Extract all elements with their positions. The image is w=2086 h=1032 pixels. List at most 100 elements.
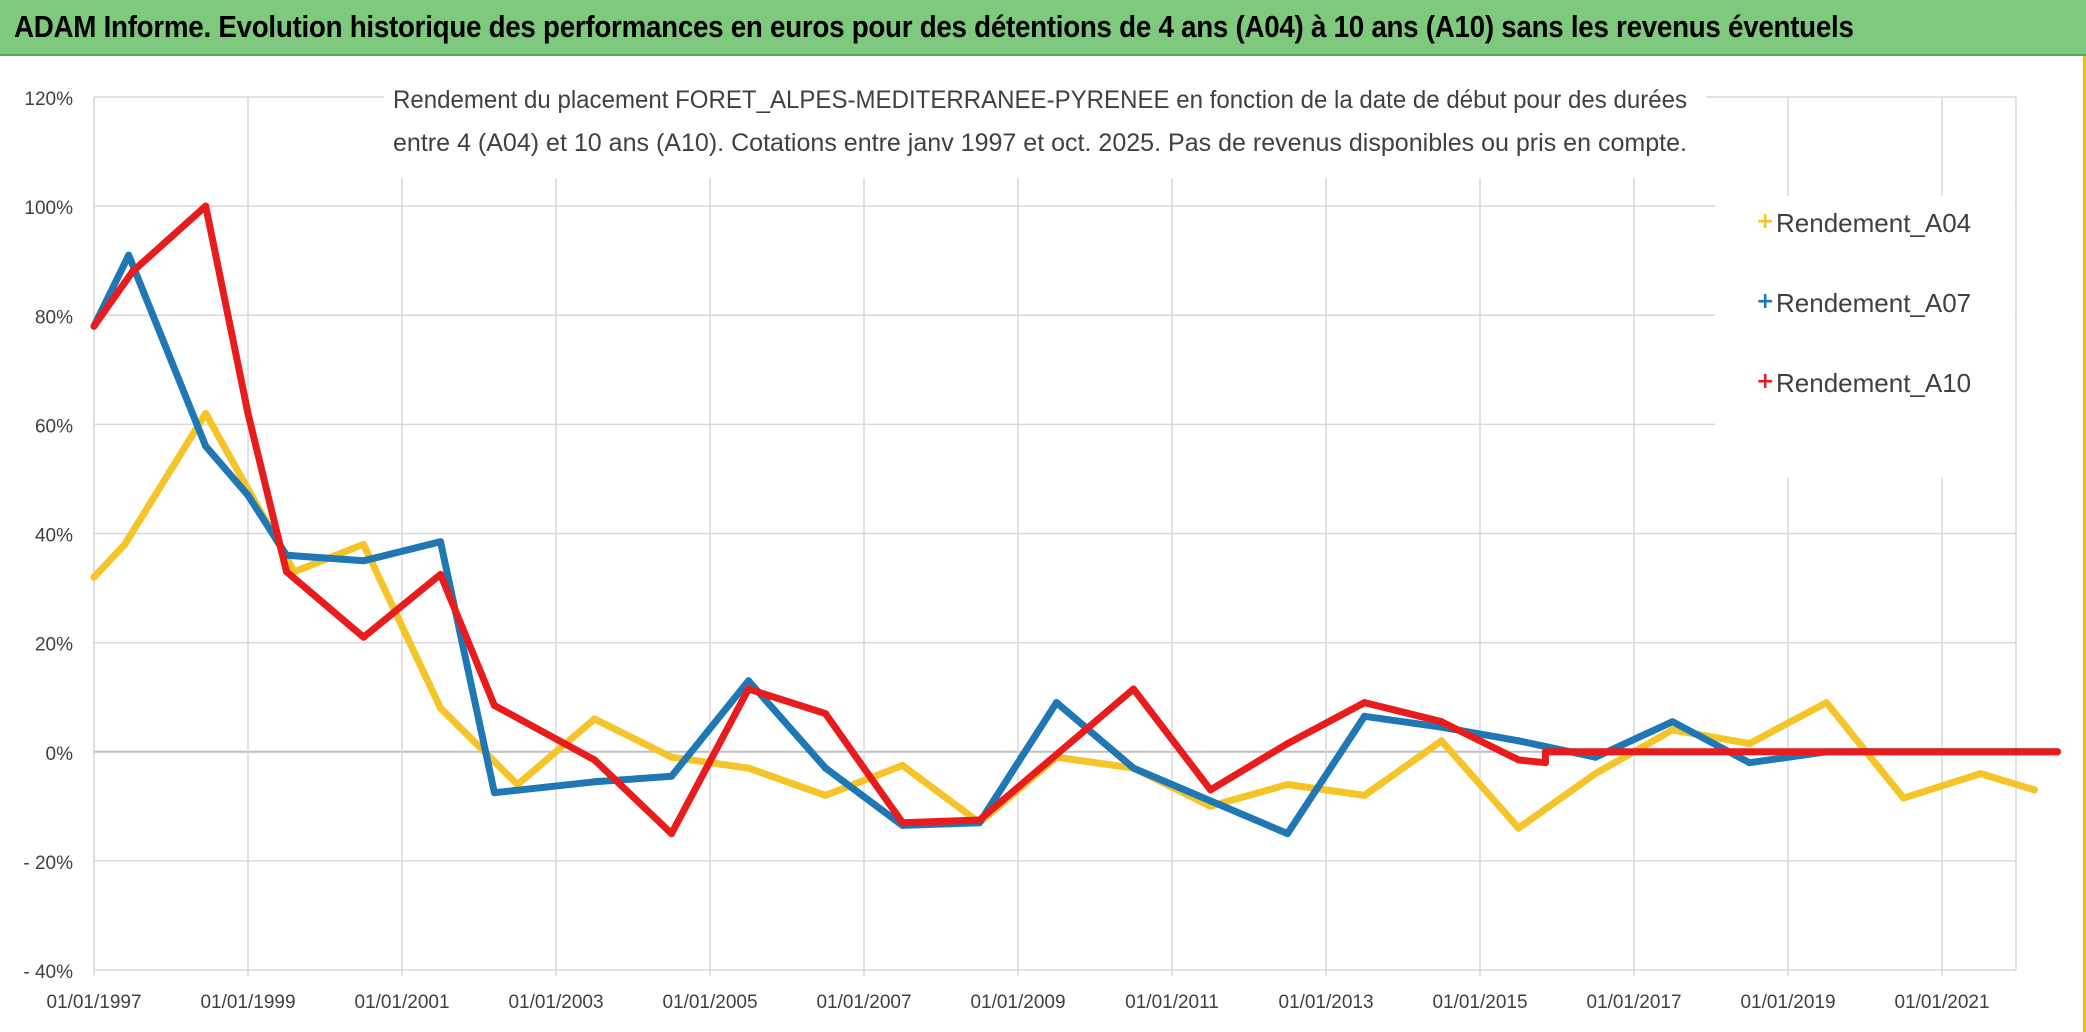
- data-point-a10-13: [976, 816, 983, 824]
- x-tick-label-1: 01/01/1999: [200, 992, 295, 1013]
- data-point-a10-6: [437, 570, 444, 578]
- data-point-a04-10: [822, 791, 829, 799]
- data-point-a04-11: [899, 761, 906, 769]
- data-point-a10-21: [1541, 759, 1549, 767]
- data-point-a04-2: [202, 410, 210, 417]
- x-tick-label-9: 01/01/2015: [1432, 992, 1527, 1013]
- data-point-a04-9: [745, 764, 752, 772]
- data-point-a04-20: [1592, 770, 1599, 778]
- data-point-a10-4: [283, 568, 290, 576]
- x-tick-label-2: 01/01/2001: [354, 992, 449, 1013]
- series-layer: [90, 202, 2061, 838]
- data-point-a04-1: [121, 540, 129, 548]
- data-point-a07-5: [360, 557, 367, 565]
- legend-marker-a10: +: [1756, 369, 1774, 394]
- data-point-a10-22: [1541, 748, 1549, 756]
- legend-background: [1715, 196, 2015, 478]
- legend-label-a04: Rendement_A04: [1776, 208, 1971, 238]
- data-point-a07-17: [1284, 830, 1291, 838]
- x-tick-label-6: 01/01/2009: [970, 992, 1065, 1013]
- y-tick-label-3: 60%: [35, 416, 73, 437]
- x-tick-label-5: 01/01/2007: [816, 992, 911, 1013]
- data-point-a10-3: [244, 410, 252, 417]
- banner: ADAM Informe. Evolution historique des p…: [0, 0, 2086, 56]
- legend-item-a10: + Rendement_A10: [1756, 368, 1971, 398]
- data-point-a10-15: [1130, 685, 1137, 693]
- data-point-a10-9: [668, 830, 675, 838]
- legend-marker-a07: +: [1756, 289, 1774, 314]
- data-point-a04-24: [1900, 794, 1907, 802]
- data-point-a10-18: [1361, 699, 1368, 707]
- data-point-a07-21: [1592, 753, 1599, 761]
- chart-title-line-2: entre 4 (A04) et 10 ans (A10). Cotations…: [393, 129, 1687, 157]
- legend-item-a04: + Rendement_A04: [1756, 208, 1971, 238]
- data-point-a04-8: [668, 753, 675, 761]
- line-chart: 120% 100% 80% 60% 40% 20% 0% - 20% - 40% 01/01/19…: [23, 74, 2061, 1013]
- grid-layer: [93, 96, 2017, 976]
- y-tick-label-1: 100%: [24, 198, 73, 219]
- data-point-a10-1: [129, 268, 136, 276]
- data-point-a07-2: [202, 442, 210, 450]
- x-tick-label-12: 01/01/2021: [1894, 992, 1989, 1013]
- legend-label-a07: Rendement_A07: [1776, 288, 1971, 318]
- y-tick-label-0: 120%: [24, 89, 73, 110]
- data-point-a10-17: [1284, 740, 1291, 748]
- banner-title: ADAM Informe. Evolution historique des p…: [14, 9, 1854, 44]
- data-point-a04-19: [1515, 824, 1522, 832]
- data-point-a04-25: [1977, 770, 1984, 778]
- x-tick-label-7: 01/01/2011: [1125, 992, 1219, 1013]
- data-point-a10-19: [1438, 718, 1445, 726]
- data-point-a07-16: [1207, 797, 1214, 805]
- x-tick-label-11: 01/01/2019: [1740, 992, 1835, 1013]
- data-point-a10-7: [490, 701, 498, 709]
- data-point-a07-3: [244, 491, 252, 499]
- data-point-a04-0: [90, 573, 98, 581]
- data-point-a07-10: [745, 677, 752, 685]
- x-tick-label-0: 01/01/1997: [46, 992, 141, 1013]
- data-point-a07-8: [591, 778, 598, 786]
- axis-label-layer: 120% 100% 80% 60% 40% 20% 0% - 20% - 40% 01/01/19…: [23, 89, 1989, 1013]
- data-point-a04-5: [437, 704, 444, 712]
- series-line-a10: [90, 202, 2061, 838]
- x-tick-label-3: 01/01/2003: [508, 992, 603, 1013]
- data-point-a04-22: [1746, 740, 1753, 748]
- x-tick-label-10: 01/01/2017: [1586, 992, 1681, 1013]
- data-point-a10-8: [591, 756, 598, 764]
- data-point-a04-7: [591, 715, 598, 723]
- y-tick-label-5: 20%: [35, 635, 73, 656]
- x-tick-label-8: 01/01/2013: [1278, 992, 1373, 1013]
- data-point-a07-9: [668, 772, 675, 780]
- data-point-a04-26: [2030, 786, 2038, 794]
- data-point-a04-17: [1361, 791, 1368, 799]
- data-point-a04-6: [514, 781, 521, 788]
- data-point-a04-16: [1284, 781, 1291, 788]
- legend-marker-a04: +: [1756, 209, 1774, 234]
- chart-title-background: [384, 74, 1706, 178]
- data-point-a10-11: [822, 710, 829, 718]
- data-point-a10-16: [1207, 786, 1214, 794]
- data-point-a10-5: [360, 633, 367, 641]
- legend-label-a10: Rendement_A10: [1776, 368, 1971, 398]
- y-tick-label-7: - 20%: [23, 853, 73, 874]
- data-point-a07-15: [1130, 764, 1137, 772]
- chart-title-line-1: Rendement du placement FORET_ALPES-MEDIT…: [393, 86, 1687, 114]
- chart-title-block: Rendement du placement FORET_ALPES-MEDIT…: [384, 74, 1706, 178]
- data-point-a07-23: [1746, 759, 1753, 767]
- data-point-a04-4: [360, 540, 367, 548]
- y-tick-label-2: 80%: [35, 307, 73, 328]
- chart-frame: 120% 100% 80% 60% 40% 20% 0% - 20% - 40% 01/01/19…: [0, 56, 2086, 1032]
- data-point-a10-2: [202, 202, 210, 210]
- data-point-a04-21: [1669, 726, 1676, 734]
- data-point-a07-11: [822, 764, 829, 772]
- data-point-a07-7: [490, 789, 498, 797]
- x-tick-label-4: 01/01/2005: [662, 992, 757, 1013]
- y-tick-label-6: 0%: [46, 744, 74, 765]
- data-point-a10-12: [899, 819, 906, 827]
- data-point-a07-20: [1515, 737, 1522, 745]
- data-point-a10-0: [90, 322, 98, 330]
- data-point-a07-6: [437, 538, 444, 546]
- data-point-a07-14: [1053, 699, 1060, 707]
- legend-item-a07: + Rendement_A07: [1756, 288, 1971, 318]
- data-point-a07-18: [1361, 712, 1368, 720]
- data-point-a10-20: [1515, 756, 1522, 764]
